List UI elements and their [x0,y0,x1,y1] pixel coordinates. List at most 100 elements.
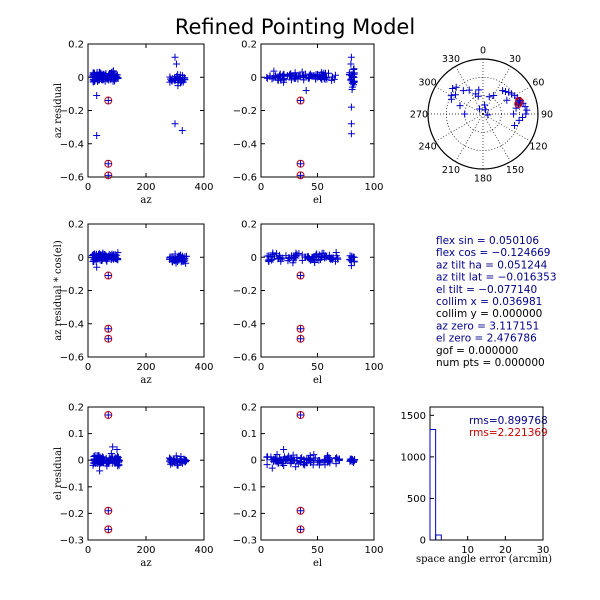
data-point [295,72,303,80]
x-tick-label: 20 [499,545,512,556]
data-point [181,456,189,464]
y-tick-label: 500 [407,494,426,505]
data-point [114,255,122,263]
y-tick-label: −0.4 [60,319,84,330]
sky-point [447,95,455,103]
data-point [109,68,117,76]
x-tick-label: 100 [364,545,383,556]
y-tick-label: 1000 [401,452,426,463]
sky-point [523,106,531,114]
x-tick-label: 10 [461,545,474,556]
sky-point [508,90,516,98]
y-tick-label: −0.4 [233,319,257,330]
data-point [305,254,313,262]
data-point [168,77,176,85]
data-point [272,455,280,463]
polar-spoke [455,113,484,162]
parameter-line: collim y = 0.000000 [436,308,542,320]
x-tick-label: 0 [85,545,91,556]
parameter-line: az tilt lat = −0.016353 [436,272,557,284]
x-tick-label: 0 [85,182,91,193]
data-point [175,252,183,260]
sky-point [501,88,509,96]
data-point [267,453,275,461]
data-point [332,454,340,462]
data-point [291,69,299,77]
panel-el-vs-az: 0 200 400 0.2 0.1 0 −0.1 −0.2 −0.3 az el residual [53,403,214,570]
polar-spoke [435,113,484,142]
sky-point [512,104,520,112]
data-point [91,77,99,85]
data-point [280,78,288,86]
y-tick-label: 1500 [401,411,426,422]
y-tick-label: −0.1 [60,482,84,493]
sky-point [503,96,511,104]
data-point [93,263,101,271]
sky-point [481,101,489,109]
data-point [328,73,336,81]
data-point [180,258,188,266]
data-point [274,459,282,467]
data-point [347,103,355,111]
y-tick-label: 0.2 [68,403,84,414]
sky-point [475,86,483,94]
data-point [178,126,186,134]
data-point [284,454,292,462]
parameter-line: gof = 0.000000 [436,345,518,357]
data-point [96,459,104,467]
data-point [291,456,299,464]
data-point [171,120,179,128]
data-point [347,130,355,138]
data-point [263,461,271,469]
x-tick-label: 30 [537,545,550,556]
data-point [290,256,298,264]
panel-azcos-vs-el: 0 50 100 0.2 0 −0.2 −0.4 −0.6 el [233,220,384,387]
axes-frame [87,406,205,541]
y-tick-label: −0.2 [233,106,257,117]
data-point [285,72,293,80]
polar-angle-label: 210 [442,165,460,176]
data-point [270,67,278,75]
data-point [322,252,330,260]
data-point [301,253,309,261]
data-point [280,462,288,470]
y-tick-label: −0.3 [60,536,84,547]
data-point [99,254,107,262]
data-point [172,60,180,68]
data-point [173,72,181,80]
data-point [93,92,101,100]
data-point [277,255,285,263]
polar-spoke [435,86,484,115]
data-point [169,258,177,266]
y-tick-label: 0.1 [241,429,257,440]
outlier-point [104,507,112,515]
data-point [315,256,323,264]
x-axis-label: az [140,375,151,386]
data-point [114,75,122,83]
data-point [346,69,354,77]
y-tick-label: −0.6 [60,173,84,184]
sky-point [490,91,498,99]
polar-angle-label: 150 [506,165,524,176]
data-point [284,257,292,265]
sky-point [449,84,457,92]
polar-angle-label: 90 [541,110,553,121]
data-point [316,457,324,465]
polar-angle-label: 180 [474,174,492,185]
x-tick-label: 400 [194,182,213,193]
y-tick-label: 0 [78,253,84,264]
parameter-line: collim x = 0.036981 [436,296,542,308]
panel-azcos-vs-az: 0 200 400 0.2 0 −0.2 −0.4 −0.6 az az residual * c… [53,220,214,387]
data-point [347,60,355,68]
data-point [273,451,281,459]
data-point [280,446,288,454]
parameter-line: az tilt ha = 0.051244 [436,259,548,271]
y-tick-label: 0.2 [241,220,257,231]
data-point [109,443,117,451]
sky-point [475,105,483,113]
x-tick-label: 0 [258,182,264,193]
data-point [96,251,104,259]
polar-angle-label: 330 [442,54,460,65]
